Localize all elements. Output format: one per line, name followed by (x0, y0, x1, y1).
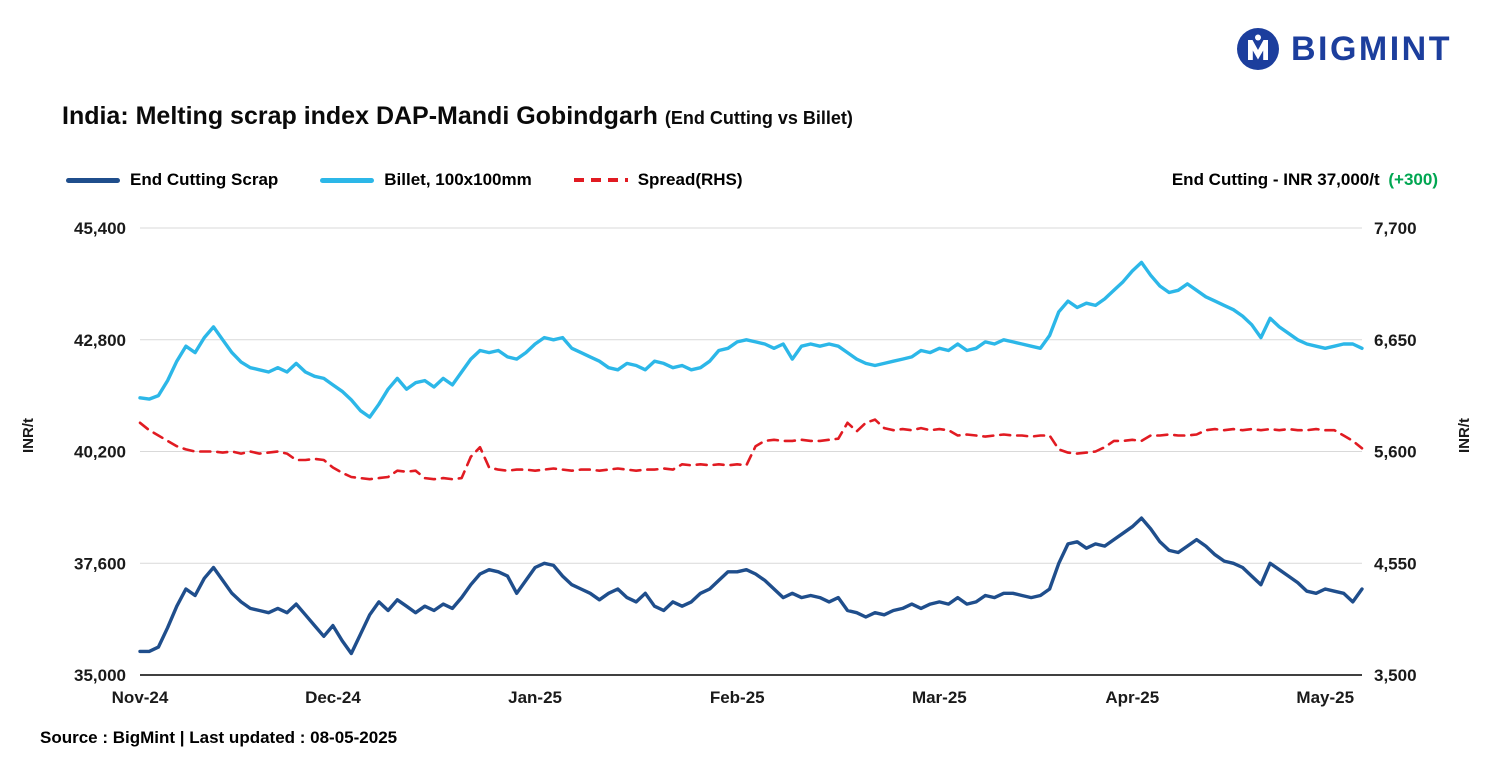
series-line-spread-rhs (138, 418, 1364, 481)
x-axis-tick-label: Apr-25 (1105, 688, 1159, 707)
price-annotation: End Cutting - INR 37,000/t (+300) (1172, 170, 1438, 190)
right-axis-tick-label: 5,600 (1374, 443, 1417, 462)
right-axis-tick-label: 3,500 (1374, 666, 1417, 685)
chart-subtitle: (End Cutting vs Billet) (664, 108, 853, 128)
left-axis-tick-label: 45,400 (74, 219, 126, 238)
spread-line-swatch (573, 178, 628, 182)
left-axis-tick-label: 40,200 (74, 443, 126, 462)
chart-title: India: Melting scrap index DAP-Mandi Gob… (62, 102, 853, 131)
right-axis-title: INR/t (1456, 418, 1473, 453)
source-note: Source : BigMint | Last updated : 08-05-… (40, 728, 398, 747)
left-axis-tick-label: 35,000 (74, 666, 126, 685)
x-axis-tick-label: Mar-25 (912, 688, 967, 707)
price-annotation-delta: (+300) (1388, 170, 1438, 189)
bigmint-logo-icon (1236, 28, 1279, 70)
end-cutting-line-swatch (66, 177, 120, 183)
legend-item-billet: Billet, 100x100mm (320, 170, 532, 190)
legend-label-end-cutting-scrap: End Cutting Scrap (130, 170, 279, 189)
x-axis-tick-label: Jan-25 (508, 688, 562, 707)
legend-label-billet: Billet, 100x100mm (384, 170, 532, 189)
left-axis-tick-label: 37,600 (74, 554, 126, 573)
billet-line-swatch (320, 177, 375, 183)
left-axis-tick-label: 42,800 (74, 331, 126, 350)
chart-title-main: India: Melting scrap index DAP-Mandi Gob… (62, 102, 658, 130)
x-axis-tick-label: May-25 (1296, 688, 1354, 707)
right-axis-tick-label: 7,700 (1374, 219, 1417, 238)
legend-item-spread: Spread(RHS) (573, 170, 743, 190)
right-axis-tick-label: 6,650 (1374, 331, 1417, 350)
bigmint-logo-text: BIGMINT (1290, 29, 1452, 68)
series-line-billet-100x100mm (138, 260, 1364, 419)
legend-items: End Cutting Scrap Billet, 100x100mm Spre… (66, 170, 743, 190)
legend-item-end-cutting-scrap: End Cutting Scrap (66, 170, 278, 190)
right-axis-tick-label: 4,550 (1374, 554, 1417, 573)
x-axis-tick-label: Nov-24 (112, 688, 169, 707)
bigmint-logo: BIGMINT (1235, 26, 1452, 72)
left-axis-title: INR/t (20, 418, 37, 453)
legend-label-spread: Spread(RHS) (637, 170, 743, 189)
price-annotation-text: End Cutting - INR 37,000/t (1171, 170, 1380, 189)
legend: End Cutting Scrap Billet, 100x100mm Spre… (66, 170, 1438, 190)
x-axis-tick-label: Dec-24 (305, 688, 361, 707)
series-line-end-cutting-scrap (138, 516, 1364, 656)
x-axis-tick-label: Feb-25 (710, 688, 765, 707)
